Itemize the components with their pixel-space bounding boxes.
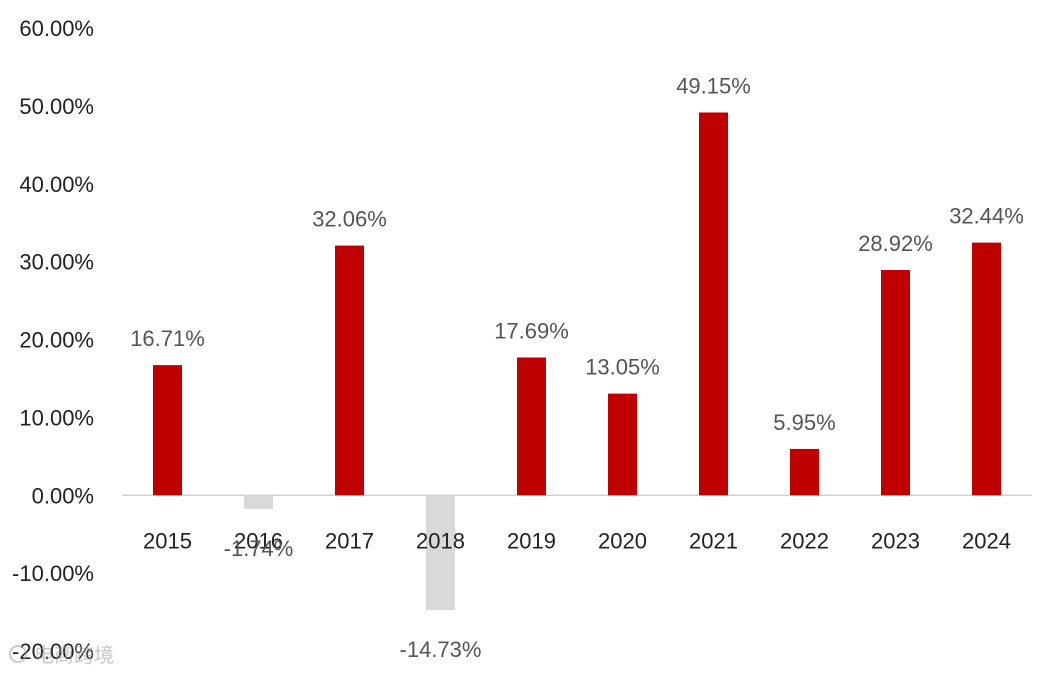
data-label-2022: 5.95% bbox=[773, 410, 835, 435]
watermark-icon bbox=[9, 645, 27, 663]
bar-2017 bbox=[335, 245, 364, 496]
y-axis-ticks: 60.00% 50.00% 40.00% 30.00% 20.00% 10.00% 0.00… bbox=[12, 16, 94, 664]
bar-2022 bbox=[790, 448, 819, 496]
y-tick-label: 40.00% bbox=[19, 172, 94, 197]
x-category-label: 2019 bbox=[507, 528, 556, 553]
watermark: 电商跨境 bbox=[9, 643, 114, 667]
x-axis-categories: 2015 2016 2017 2018 2019 2020 2021 2022 2023 2024 bbox=[143, 528, 1011, 553]
bar-2019 bbox=[517, 357, 546, 496]
y-tick-label: 50.00% bbox=[19, 94, 94, 119]
x-category-label: 2017 bbox=[325, 528, 374, 553]
y-tick-label: 60.00% bbox=[19, 16, 94, 41]
y-tick-label: -10.00% bbox=[12, 561, 94, 586]
data-label-2023: 28.92% bbox=[858, 231, 933, 256]
data-label-2015: 16.71% bbox=[130, 326, 205, 351]
x-category-label: 2018 bbox=[416, 528, 465, 553]
x-category-label: 2015 bbox=[143, 528, 192, 553]
x-category-label: 2016 bbox=[234, 528, 283, 553]
data-label-2024: 32.44% bbox=[949, 204, 1024, 229]
bar-2016 bbox=[244, 495, 273, 509]
watermark-text: 电商跨境 bbox=[34, 643, 114, 667]
x-category-label: 2023 bbox=[871, 528, 920, 553]
y-tick-label: 20.00% bbox=[19, 328, 94, 353]
data-label-2019: 17.69% bbox=[494, 318, 569, 343]
x-category-label: 2021 bbox=[689, 528, 738, 553]
data-label-2016: -1.74% bbox=[224, 536, 294, 561]
x-category-label: 2024 bbox=[962, 528, 1011, 553]
y-tick-label: 0.00% bbox=[32, 483, 94, 508]
data-labels: 16.71% -1.74% 32.06% -14.73% 17.69% 13.05% 49.… bbox=[130, 73, 1024, 661]
x-category-label: 2020 bbox=[598, 528, 647, 553]
data-label-2018: -14.73% bbox=[400, 637, 482, 662]
data-label-2021: 49.15% bbox=[676, 73, 751, 98]
bar-2024 bbox=[972, 242, 1001, 496]
bar-2020 bbox=[608, 393, 637, 496]
data-label-2017: 32.06% bbox=[312, 207, 387, 232]
bar-2023 bbox=[881, 270, 910, 496]
bar-2021 bbox=[699, 112, 728, 496]
bar-2018 bbox=[426, 495, 455, 610]
x-category-label: 2022 bbox=[780, 528, 829, 553]
bar-2015 bbox=[153, 365, 182, 496]
bar-series bbox=[153, 112, 1001, 610]
y-tick-label: 30.00% bbox=[19, 250, 94, 275]
y-tick-label: 10.00% bbox=[19, 405, 94, 430]
data-label-2020: 13.05% bbox=[585, 355, 660, 380]
